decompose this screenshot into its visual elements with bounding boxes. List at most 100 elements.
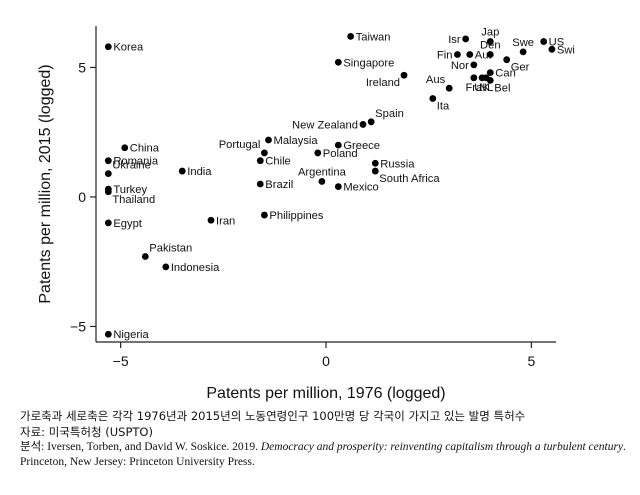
data-point (260, 149, 268, 157)
data-point (478, 74, 486, 82)
data-point (486, 69, 494, 77)
data-point (104, 219, 112, 227)
y-tick-label: 0 (78, 189, 86, 205)
x-tick-label: 0 (322, 353, 330, 369)
point-label: Fin (437, 49, 453, 61)
point-label: US (549, 37, 565, 49)
data-point (486, 51, 494, 58)
x-tick-label: −5 (113, 353, 129, 369)
point-label: Malaysia (274, 135, 319, 147)
data-point (462, 35, 470, 43)
data-point (104, 188, 112, 196)
data-point (104, 43, 112, 51)
data-point (371, 167, 379, 175)
data-point (548, 45, 556, 53)
point-label: Turkey (113, 184, 147, 196)
citation-authors: 분석: Iversen, Torben, and David W. Soskic… (20, 441, 261, 453)
point-label: Can (495, 68, 516, 80)
data-point (503, 56, 511, 64)
data-point (367, 118, 375, 126)
point-label: NL (479, 82, 493, 94)
point-label: Isr (448, 34, 461, 46)
citation-publisher: . Princeton, New Jersey: Princeton Unive… (20, 441, 626, 468)
point-label: Brazil (265, 179, 293, 191)
point-label: Den (480, 39, 501, 51)
figure-caption: 가로축과 세로축은 각각 1976년과 2015년의 노동연령인구 100만명 … (20, 408, 632, 470)
point-label: Poland (323, 148, 358, 160)
point-label: Nigeria (113, 329, 149, 341)
y-axis-label: Patents per million, 2015 (logged) (37, 64, 54, 303)
point-label: New Zealand (292, 119, 358, 131)
data-point (486, 38, 494, 45)
scatter-chart: −5 0 5 −5 0 5 Korea Taiwan Singapore Ireland Isr J… (37, 26, 575, 402)
data-point (429, 95, 437, 102)
data-point (470, 61, 478, 69)
data-point (445, 84, 453, 92)
y-tick-label: 5 (78, 59, 86, 75)
point-label: Mexico (343, 182, 378, 194)
citation-title: Democracy and prosperity: reinventing ca… (260, 441, 624, 453)
point-label: Egypt (113, 218, 142, 230)
data-point (454, 51, 461, 58)
point-label: Chile (265, 156, 291, 168)
data-point (347, 32, 355, 40)
point-label: Spain (375, 108, 404, 120)
data-point (470, 74, 478, 82)
point-label: Jap (481, 27, 499, 39)
x-axis-label: Patents per million, 1976 (logged) (206, 385, 445, 402)
data-point (207, 216, 215, 224)
point-label: Fra (465, 82, 483, 94)
point-label: Indonesia (171, 262, 220, 274)
data-point (104, 170, 112, 178)
point-label: Pakistan (149, 243, 192, 255)
data-point (104, 157, 112, 165)
caption-citation: 분석: Iversen, Torben, and David W. Soskic… (20, 440, 632, 470)
point-label: Aus (426, 74, 446, 86)
y-tick-label: −5 (70, 318, 86, 334)
point-label: India (187, 166, 212, 178)
data-point (162, 263, 170, 271)
data-point (260, 211, 268, 219)
point-label: South Africa (379, 173, 440, 185)
point-label: Taiwan (356, 31, 391, 43)
point-label: Ireland (366, 77, 400, 89)
point-label: UK (474, 82, 490, 94)
data-point (519, 48, 527, 56)
caption-data-source: 자료: 미국특허청 (USPTO) (20, 425, 153, 439)
data-point (256, 157, 264, 165)
data-point (359, 121, 367, 128)
point-label: Korea (113, 42, 144, 54)
data-point (334, 183, 342, 190)
data-point (141, 253, 149, 260)
point-label: Ger (511, 62, 530, 74)
point-label: Nor (451, 60, 469, 72)
data-point (540, 38, 548, 45)
point-label: Bel (494, 82, 510, 94)
point-label: Singapore (343, 57, 394, 69)
point-label: China (130, 143, 160, 155)
data-point (318, 178, 326, 185)
data-point (256, 180, 264, 188)
point-label: Romania (113, 156, 159, 168)
data-point (334, 58, 342, 66)
point-label: Argentina (298, 166, 347, 178)
caption-description: 가로축과 세로축은 각각 1976년과 2015년의 노동연령인구 100만명 … (20, 409, 526, 423)
point-label: Ukraine (112, 160, 151, 172)
point-label: Iran (216, 215, 235, 227)
point-label: Ita (437, 101, 450, 113)
data-point (486, 76, 494, 84)
data-point (121, 144, 129, 152)
data-point (371, 159, 379, 167)
point-label: Philippines (269, 210, 324, 222)
data-point (265, 136, 272, 144)
point-label: Thailand (112, 194, 155, 206)
point-label: Russia (380, 158, 415, 170)
data-point (178, 167, 186, 175)
data-point (104, 330, 112, 338)
x-tick-label: 5 (527, 353, 535, 369)
point-label: Greece (343, 140, 380, 152)
point-label: Portugal (219, 139, 261, 151)
chart-axes: −5 0 5 −5 0 5 (70, 26, 556, 369)
point-label: Swe (512, 37, 534, 49)
